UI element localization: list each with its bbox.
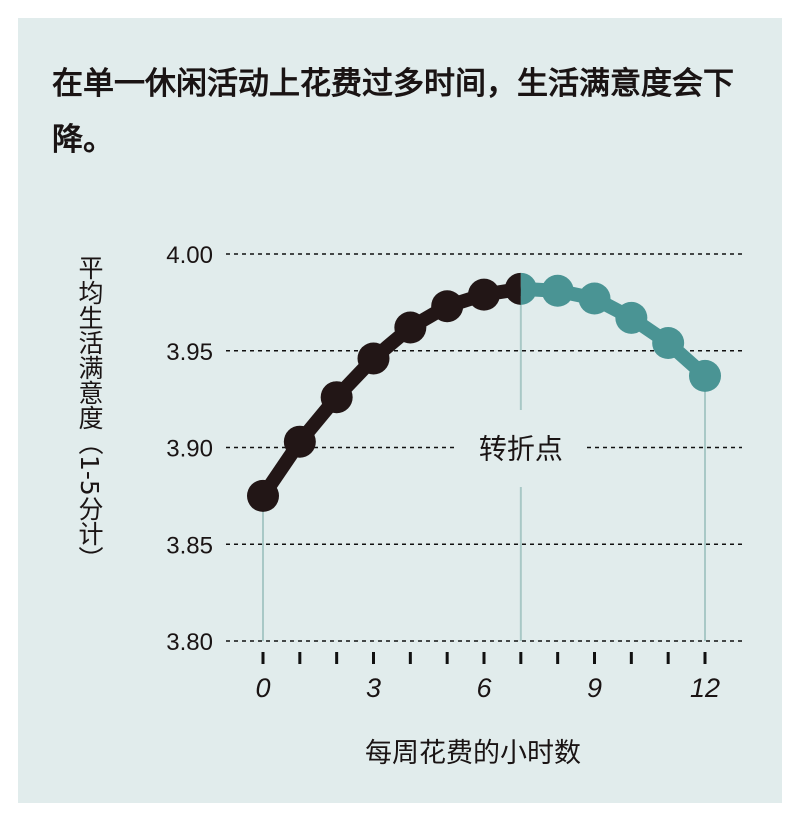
y-tick-label: 3.95 bbox=[166, 339, 213, 366]
x-tick-label: 12 bbox=[690, 673, 720, 703]
data-point bbox=[615, 301, 648, 334]
x-tick-label: 0 bbox=[255, 673, 270, 703]
data-point bbox=[283, 425, 316, 458]
data-point bbox=[431, 290, 464, 323]
data-point bbox=[247, 479, 279, 512]
data-point bbox=[652, 327, 685, 360]
x-tick-label: 6 bbox=[476, 673, 492, 703]
data-point bbox=[320, 381, 353, 414]
y-tick-label: 3.85 bbox=[166, 532, 213, 559]
chart-panel bbox=[18, 18, 782, 803]
chart-title: 在单一休闲活动上花费过多时间，生活满意度会下降。 bbox=[52, 66, 734, 158]
data-point bbox=[468, 278, 500, 311]
data-point-left-half bbox=[504, 272, 521, 305]
data-point bbox=[578, 282, 611, 315]
x-axis-label: 每周花费的小时数 bbox=[365, 738, 581, 769]
data-point bbox=[541, 274, 574, 307]
x-tick-label: 3 bbox=[366, 673, 381, 703]
data-point bbox=[689, 359, 721, 392]
annotation-turning-point: 转折点 bbox=[479, 433, 563, 466]
y-tick-label: 3.80 bbox=[166, 629, 213, 656]
x-tick-label: 9 bbox=[587, 673, 602, 703]
data-point bbox=[357, 342, 390, 375]
data-point-right-half bbox=[520, 272, 537, 305]
y-tick-label: 4.00 bbox=[166, 242, 213, 269]
y-tick-label: 3.90 bbox=[166, 436, 213, 463]
y-axis-label: 平均生活满意度（1-5分计） bbox=[75, 255, 104, 571]
data-point bbox=[394, 311, 427, 344]
